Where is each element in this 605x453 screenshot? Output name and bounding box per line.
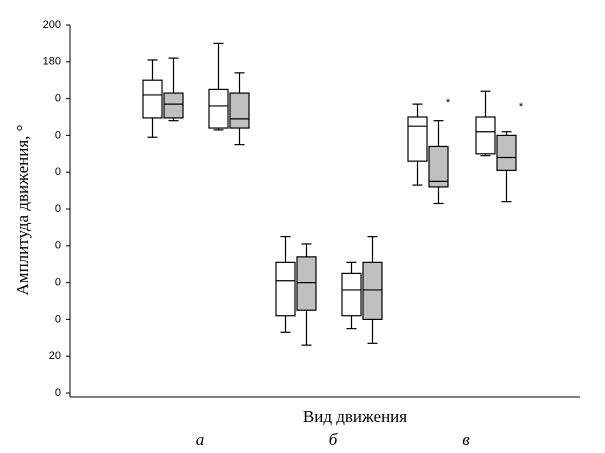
box xyxy=(208,88,229,129)
box xyxy=(229,92,250,129)
significance-mark: * xyxy=(519,101,524,113)
y-tick-label: 20 xyxy=(49,350,61,362)
y-axis-label: Амплитуда движения, ° xyxy=(13,125,32,296)
box xyxy=(362,261,383,320)
box xyxy=(428,145,449,188)
y-tick-label: 0 xyxy=(55,387,61,399)
y-tick-label: 180 xyxy=(43,56,61,68)
y-tick-label: 200 xyxy=(43,19,61,31)
box xyxy=(296,256,317,311)
box xyxy=(496,134,517,171)
category-label: в xyxy=(462,430,470,449)
box xyxy=(163,92,184,119)
y-tick-label: 0 xyxy=(55,313,61,325)
y-tick-label: 0 xyxy=(55,203,61,215)
box xyxy=(275,261,296,317)
y-tick-label: 0 xyxy=(55,240,61,252)
y-tick-label: 0 xyxy=(55,93,61,105)
category-label: б xyxy=(329,430,338,449)
box xyxy=(142,79,163,119)
box xyxy=(475,116,496,155)
x-axis-label: Вид движения xyxy=(303,407,407,426)
category-label: а xyxy=(196,430,205,449)
y-tick-label: 0 xyxy=(55,166,61,178)
significance-mark: * xyxy=(446,97,451,109)
y-tick-label: 0 xyxy=(55,277,61,289)
y-tick-label: 0 xyxy=(55,129,61,141)
box xyxy=(407,116,428,162)
box xyxy=(341,272,362,317)
